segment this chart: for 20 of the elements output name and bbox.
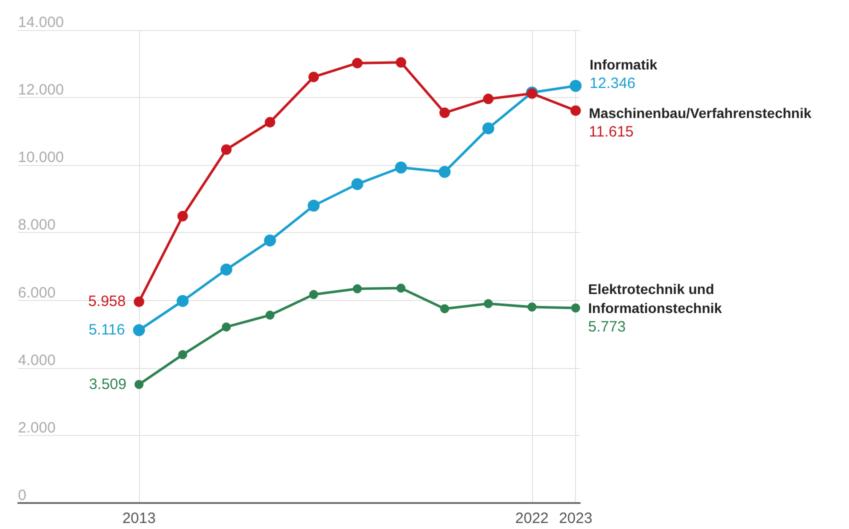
y-tick-label: 0 <box>18 487 26 504</box>
y-tick-label: 10.000 <box>18 149 64 166</box>
data-label: 5.773 <box>588 318 626 336</box>
x-tick-label: 2023 <box>558 510 592 527</box>
series-label: Informatik <box>590 56 658 72</box>
y-tick-label: 4.000 <box>18 352 56 369</box>
data-label: 5.116 <box>88 322 125 339</box>
y-tick-label: 6.000 <box>18 284 56 302</box>
y-tick-label: 12.000 <box>18 82 64 99</box>
x-tick-label: 2022 <box>515 510 549 527</box>
data-label: 11.615 <box>588 124 634 141</box>
y-tick-label: 2.000 <box>18 419 56 436</box>
series-label: Maschinenbau/Verfahrenstechnik <box>588 105 812 122</box>
x-tick-label: 2013 <box>122 510 156 527</box>
y-tick-label: 8.000 <box>18 216 56 234</box>
data-label: 12.346 <box>590 74 636 92</box>
y-tick-label: 14.000 <box>18 14 64 31</box>
data-label: 3.509 <box>88 376 126 393</box>
series-label: Elektrotechnik und Informationstechnik <box>588 280 722 316</box>
data-label: 5.958 <box>88 293 126 310</box>
